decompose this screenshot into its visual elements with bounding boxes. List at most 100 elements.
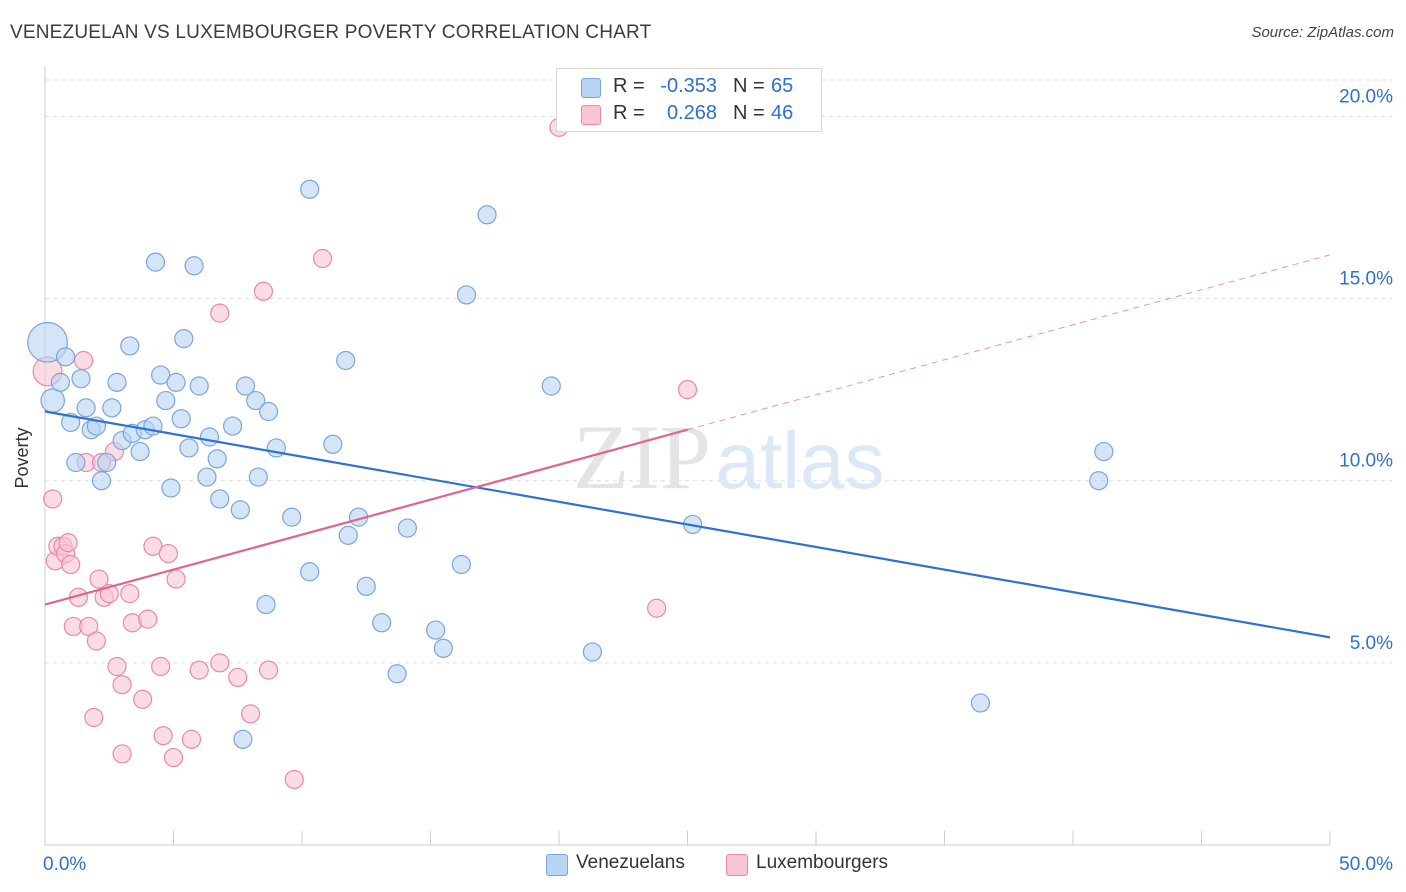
swatch-venezuelans: [581, 78, 601, 98]
tick-labels: 5.0% 10.0% 15.0% 20.0% 0.0% 50.0%: [43, 86, 1393, 875]
venezuelan-point: [336, 350, 356, 371]
trend-line-venezuelans: [44, 410, 1331, 639]
luxembourger-point: [112, 744, 132, 764]
venezuelan-point: [130, 441, 150, 462]
venezuelan-point: [120, 336, 140, 356]
r-value: -0.353: [660, 75, 717, 97]
chart-title: VENEZUELAN VS LUXEMBOURGER POVERTY CORRE…: [10, 22, 652, 43]
r-label: R =: [613, 102, 645, 124]
venezuelan-point: [397, 518, 417, 538]
luxembourger-point: [677, 380, 698, 400]
r-label: R =: [613, 75, 645, 97]
luxembourger-point: [151, 656, 171, 677]
luxembourger-point: [143, 536, 163, 556]
y-axis-label: Poverty: [12, 427, 32, 488]
luxembourger-point: [258, 660, 279, 680]
venezuelan-point: [71, 369, 91, 389]
venezuelan-point: [223, 416, 243, 436]
venezuelan-point: [210, 489, 230, 509]
gridlines: [45, 79, 1392, 664]
luxembourger-point: [86, 631, 107, 651]
luxembourger-point: [647, 598, 667, 618]
venezuelan-point: [230, 500, 250, 520]
luxembourger-point: [43, 489, 63, 509]
venezuelan-point: [107, 372, 127, 392]
luxembourger-point: [228, 667, 248, 688]
luxembourger-point: [89, 569, 109, 589]
venezuelan-point: [541, 376, 561, 396]
venezuelan-point: [582, 642, 603, 662]
venezuelan-point: [338, 525, 358, 545]
venezuelan-point: [433, 638, 453, 658]
trend-lines: [44, 254, 1331, 639]
venezuelan-point: [451, 554, 471, 575]
stats-row-luxembourgers: R = 0.268 N = 46: [557, 102, 821, 128]
legend-label-venezuelans: Venezuelans: [576, 852, 685, 873]
luxembourger-point: [153, 726, 173, 746]
venezuelan-point: [300, 179, 320, 199]
luxembourger-point: [166, 569, 186, 589]
luxembourger-point: [158, 543, 178, 564]
luxembourger-point: [312, 248, 333, 269]
luxembourger-point: [133, 689, 153, 709]
venezuelan-point: [145, 252, 166, 272]
luxembourger-point: [73, 350, 94, 371]
luxembourger-point: [210, 303, 230, 323]
stats-legend: R = -0.353 N = 65 R = 0.268 N = 46: [556, 68, 822, 132]
stats-row-venezuelans: R = -0.353 N = 65: [557, 75, 821, 101]
venezuelan-point: [199, 427, 220, 447]
venezuelan-point: [189, 376, 209, 396]
legend-swatch-venezuelans: [546, 854, 568, 876]
venezuelan-point: [97, 452, 117, 473]
luxembourger-point: [107, 656, 127, 677]
luxembourger-point: [138, 609, 158, 629]
venezuelan-point: [174, 329, 194, 349]
venezuelan-point: [179, 438, 199, 458]
luxembourger-point: [163, 747, 184, 768]
watermark-zip: ZIP: [573, 406, 711, 508]
venezuelan-point: [161, 478, 181, 498]
venezuelan-point: [76, 398, 96, 418]
venezuelan-point: [456, 285, 477, 305]
r-value: 0.268: [666, 102, 717, 124]
venezuelan-point: [55, 347, 76, 367]
luxembourger-point: [189, 660, 209, 680]
venezuelan-point: [235, 376, 256, 396]
n-label: N =: [733, 102, 765, 124]
venezuelan-point: [171, 409, 191, 429]
x-tick-label-max: 50.0%: [1339, 854, 1393, 875]
venezuelan-point: [50, 372, 71, 392]
venezuelan-point: [246, 390, 266, 411]
y-tick-label: 20.0%: [1339, 86, 1393, 107]
venezuelan-point: [151, 365, 171, 385]
venezuelan-point: [1094, 441, 1114, 462]
luxembourger-point: [112, 675, 132, 695]
data-points: [27, 117, 1114, 790]
watermark-atlas: atlas: [716, 416, 885, 505]
venezuelan-point: [207, 449, 227, 469]
luxembourger-point: [241, 704, 261, 724]
venezuelan-point: [184, 256, 204, 276]
watermark: ZIP atlas: [573, 406, 884, 508]
venezuelan-point: [102, 398, 122, 418]
venezuelan-point: [40, 388, 66, 413]
trend-line-extension: [687, 254, 1331, 431]
venezuelan-point: [426, 620, 446, 640]
venezuelan-point: [61, 412, 81, 433]
venezuelan-point: [970, 693, 991, 713]
n-value: 46: [771, 102, 794, 124]
luxembourger-point: [84, 707, 104, 728]
venezuelan-point: [323, 434, 343, 454]
luxembourger-point: [253, 281, 274, 301]
luxembourger-point: [181, 729, 202, 749]
venezuelan-point: [233, 729, 253, 749]
venezuelan-point: [372, 613, 392, 633]
venezuelan-point: [387, 664, 407, 684]
legend-swatch-luxembourgers: [726, 854, 748, 876]
x-tick-label-min: 0.0%: [43, 854, 86, 875]
legend-label-luxembourgers: Luxembourgers: [756, 852, 889, 873]
y-tick-label: 10.0%: [1339, 451, 1393, 472]
luxembourger-point: [210, 653, 230, 673]
luxembourger-point: [284, 769, 304, 790]
